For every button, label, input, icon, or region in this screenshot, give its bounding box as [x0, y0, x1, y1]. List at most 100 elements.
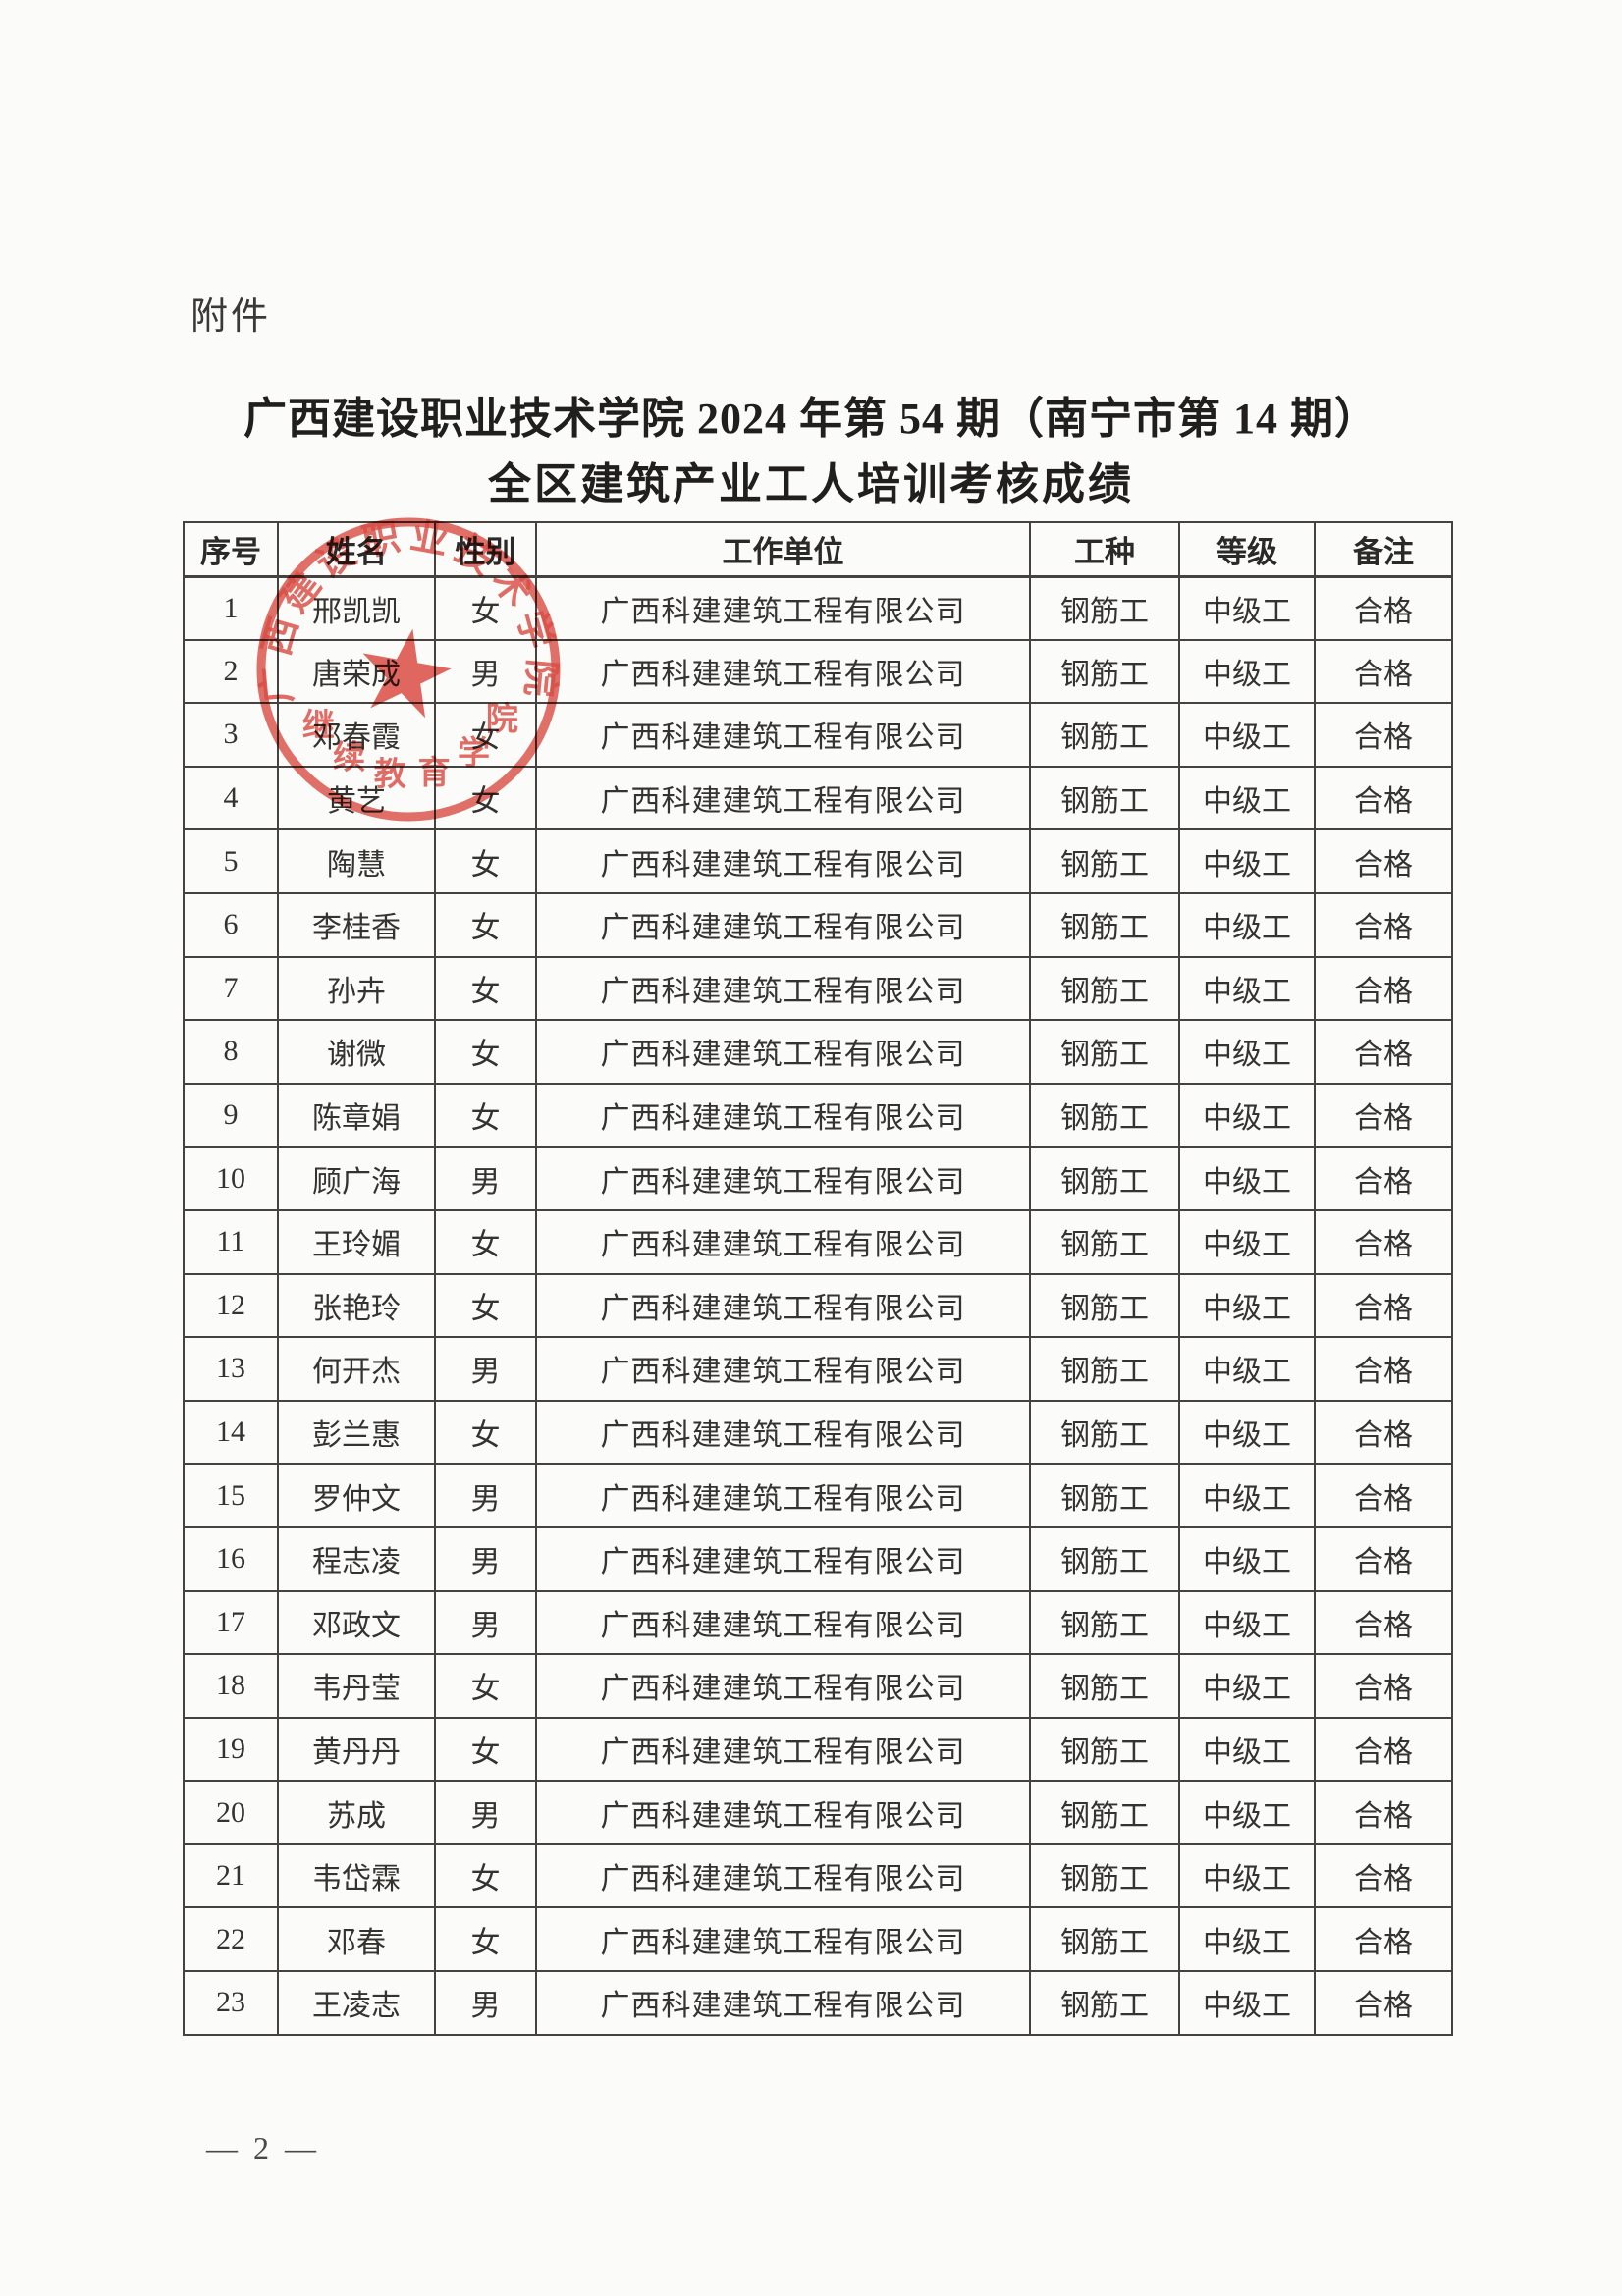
cell-remark: 合格 — [1314, 1716, 1453, 1783]
cell-no: 14 — [183, 1399, 279, 1466]
cell-company: 广西科建建筑工程有限公司 — [535, 1842, 1031, 1909]
cell-level: 中级工 — [1178, 638, 1316, 705]
cell-gender: 女 — [434, 702, 537, 768]
cell-level: 中级工 — [1178, 1019, 1316, 1085]
cell-level: 中级工 — [1178, 1780, 1316, 1845]
cell-gender: 女 — [434, 1653, 537, 1719]
svg-text:继: 继 — [302, 708, 335, 744]
cell-name: 苏成 — [277, 1780, 436, 1845]
cell-remark: 合格 — [1314, 1146, 1453, 1211]
column-header-level: 等级 — [1178, 521, 1316, 578]
table-row: 15 罗仲文 男 广西科建建筑工程有限公司 钢筋工 中级工 合格 — [183, 1463, 1453, 1528]
cell-level: 中级工 — [1178, 1399, 1316, 1466]
cell-no: 4 — [183, 765, 279, 831]
column-header-no: 序号 — [183, 521, 279, 578]
cell-name: 张艳玲 — [277, 1272, 436, 1339]
svg-text:育: 育 — [418, 754, 451, 791]
cell-no: 11 — [183, 1208, 279, 1275]
cell-remark: 合格 — [1314, 1970, 1453, 2036]
table-row: 6 李桂香 女 广西科建建筑工程有限公司 钢筋工 中级工 合格 — [183, 891, 1453, 958]
cell-company: 广西科建建筑工程有限公司 — [535, 765, 1031, 831]
cell-company: 广西科建建筑工程有限公司 — [535, 575, 1031, 641]
cell-remark: 合格 — [1314, 765, 1453, 831]
cell-company: 广西科建建筑工程有限公司 — [535, 1716, 1031, 1783]
cell-name: 彭兰惠 — [277, 1399, 436, 1466]
cell-gender: 女 — [434, 1272, 537, 1339]
cell-gender: 男 — [434, 1146, 537, 1211]
cell-company: 广西科建建筑工程有限公司 — [535, 1780, 1031, 1845]
cell-level: 中级工 — [1178, 955, 1316, 1022]
cell-gender: 男 — [434, 638, 537, 705]
cell-level: 中级工 — [1178, 1208, 1316, 1275]
cell-company: 广西科建建筑工程有限公司 — [535, 891, 1031, 958]
cell-trade: 钢筋工 — [1029, 702, 1180, 768]
table-row: 2 唐荣成 男 广西科建建筑工程有限公司 钢筋工 中级工 合格 — [183, 638, 1453, 705]
results-table-body: 1 邢凯凯 女 广西科建建筑工程有限公司 钢筋工 中级工 合格 2 唐荣成 男 … — [183, 575, 1453, 2036]
cell-name: 韦岱霖 — [277, 1842, 436, 1909]
cell-level: 中级工 — [1178, 1146, 1316, 1211]
cell-no: 8 — [183, 1019, 279, 1085]
cell-name: 邓春 — [277, 1906, 436, 1973]
cell-name: 谢微 — [277, 1019, 436, 1085]
svg-text:学: 学 — [458, 734, 490, 772]
official-seal: 广西建设职业技术学院 继续教育学院 — [255, 515, 561, 822]
cell-remark: 合格 — [1314, 702, 1453, 768]
cell-company: 广西科建建筑工程有限公司 — [535, 1589, 1031, 1656]
cell-trade: 钢筋工 — [1029, 1525, 1180, 1592]
cell-trade: 钢筋工 — [1029, 1906, 1180, 1973]
cell-company: 广西科建建筑工程有限公司 — [535, 1082, 1031, 1148]
cell-gender: 男 — [434, 1589, 537, 1656]
cell-name: 李桂香 — [277, 891, 436, 958]
cell-company: 广西科建建筑工程有限公司 — [535, 828, 1031, 894]
cell-remark: 合格 — [1314, 1525, 1453, 1592]
table-row: 22 邓春 女 广西科建建筑工程有限公司 钢筋工 中级工 合格 — [183, 1906, 1453, 1973]
table-row: 1 邢凯凯 女 广西科建建筑工程有限公司 钢筋工 中级工 合格 — [183, 575, 1453, 641]
cell-gender: 男 — [434, 1780, 537, 1845]
document-title-line1: 广西建设职业技术学院 2024 年第 54 期（南宁市第 14 期） — [243, 395, 1379, 443]
cell-remark: 合格 — [1314, 1336, 1453, 1402]
cell-name: 黄丹丹 — [277, 1716, 436, 1783]
cell-trade: 钢筋工 — [1029, 1589, 1180, 1656]
table-row: 7 孙卉 女 广西科建建筑工程有限公司 钢筋工 中级工 合格 — [183, 955, 1453, 1022]
column-header-trade: 工种 — [1029, 521, 1180, 578]
cell-trade: 钢筋工 — [1029, 1716, 1180, 1783]
cell-company: 广西科建建筑工程有限公司 — [535, 1525, 1031, 1592]
cell-company: 广西科建建筑工程有限公司 — [535, 702, 1031, 768]
cell-trade: 钢筋工 — [1029, 1653, 1180, 1719]
cell-level: 中级工 — [1178, 1082, 1316, 1148]
cell-trade: 钢筋工 — [1029, 828, 1180, 894]
cell-no: 17 — [183, 1589, 279, 1656]
cell-company: 广西科建建筑工程有限公司 — [535, 955, 1031, 1022]
cell-level: 中级工 — [1178, 1906, 1316, 1973]
cell-gender: 女 — [434, 575, 537, 641]
cell-name: 孙卉 — [277, 955, 436, 1022]
cell-name: 程志凌 — [277, 1525, 436, 1592]
cell-company: 广西科建建筑工程有限公司 — [535, 1399, 1031, 1466]
cell-no: 23 — [183, 1970, 279, 2036]
cell-level: 中级工 — [1178, 1653, 1316, 1719]
cell-gender: 男 — [434, 1525, 537, 1592]
cell-gender: 男 — [434, 1970, 537, 2036]
cell-gender: 女 — [434, 1716, 537, 1783]
cell-company: 广西科建建筑工程有限公司 — [535, 1653, 1031, 1719]
cell-no: 9 — [183, 1082, 279, 1148]
cell-gender: 女 — [434, 955, 537, 1022]
cell-remark: 合格 — [1314, 638, 1453, 705]
cell-level: 中级工 — [1178, 1589, 1316, 1656]
cell-level: 中级工 — [1178, 702, 1316, 768]
cell-no: 18 — [183, 1653, 279, 1719]
cell-no: 7 — [183, 955, 279, 1022]
cell-name: 王凌志 — [277, 1970, 436, 2036]
cell-gender: 女 — [434, 828, 537, 894]
cell-gender: 男 — [434, 1463, 537, 1528]
cell-remark: 合格 — [1314, 1906, 1453, 1973]
cell-name: 王玲媚 — [277, 1208, 436, 1275]
cell-no: 13 — [183, 1336, 279, 1402]
cell-trade: 钢筋工 — [1029, 1842, 1180, 1909]
cell-remark: 合格 — [1314, 1780, 1453, 1845]
cell-company: 广西科建建筑工程有限公司 — [535, 638, 1031, 705]
cell-trade: 钢筋工 — [1029, 1399, 1180, 1466]
cell-company: 广西科建建筑工程有限公司 — [535, 1463, 1031, 1528]
cell-gender: 男 — [434, 1336, 537, 1402]
